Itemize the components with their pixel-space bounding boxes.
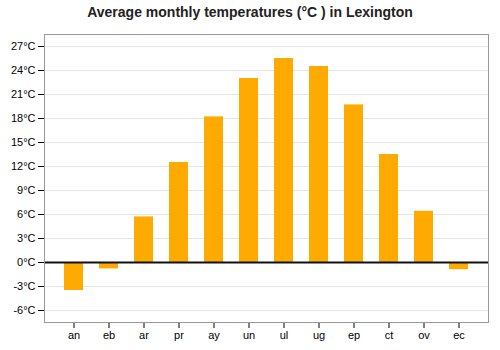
svg-text:ep: ep bbox=[348, 329, 360, 341]
svg-text:15°C: 15°C bbox=[11, 136, 36, 148]
svg-text:ar: ar bbox=[139, 329, 149, 341]
svg-text:3°C: 3°C bbox=[17, 232, 36, 244]
svg-text:eb: eb bbox=[103, 329, 115, 341]
svg-text:ec: ec bbox=[453, 329, 465, 341]
svg-text:6°C: 6°C bbox=[17, 208, 36, 220]
svg-text:ct: ct bbox=[385, 329, 394, 341]
svg-text:18°C: 18°C bbox=[11, 112, 36, 124]
svg-text:-3°C: -3°C bbox=[13, 280, 35, 292]
svg-text:un: un bbox=[243, 329, 255, 341]
svg-text:24°C: 24°C bbox=[11, 64, 36, 76]
svg-text:ay: ay bbox=[208, 329, 220, 341]
svg-text:0°C: 0°C bbox=[17, 256, 36, 268]
svg-text:pr: pr bbox=[174, 329, 184, 341]
svg-text:27°C: 27°C bbox=[11, 40, 36, 52]
svg-text:ul: ul bbox=[280, 329, 289, 341]
svg-text:ug: ug bbox=[313, 329, 325, 341]
svg-text:9°C: 9°C bbox=[17, 184, 36, 196]
svg-text:21°C: 21°C bbox=[11, 88, 36, 100]
svg-text:an: an bbox=[68, 329, 80, 341]
svg-text:12°C: 12°C bbox=[11, 160, 36, 172]
html-text:Average monthly temperatures (: Average monthly temperatures (°C ) in Le… bbox=[87, 4, 413, 20]
svg-text:-6°C: -6°C bbox=[13, 304, 35, 316]
svg-text:ov: ov bbox=[418, 329, 430, 341]
